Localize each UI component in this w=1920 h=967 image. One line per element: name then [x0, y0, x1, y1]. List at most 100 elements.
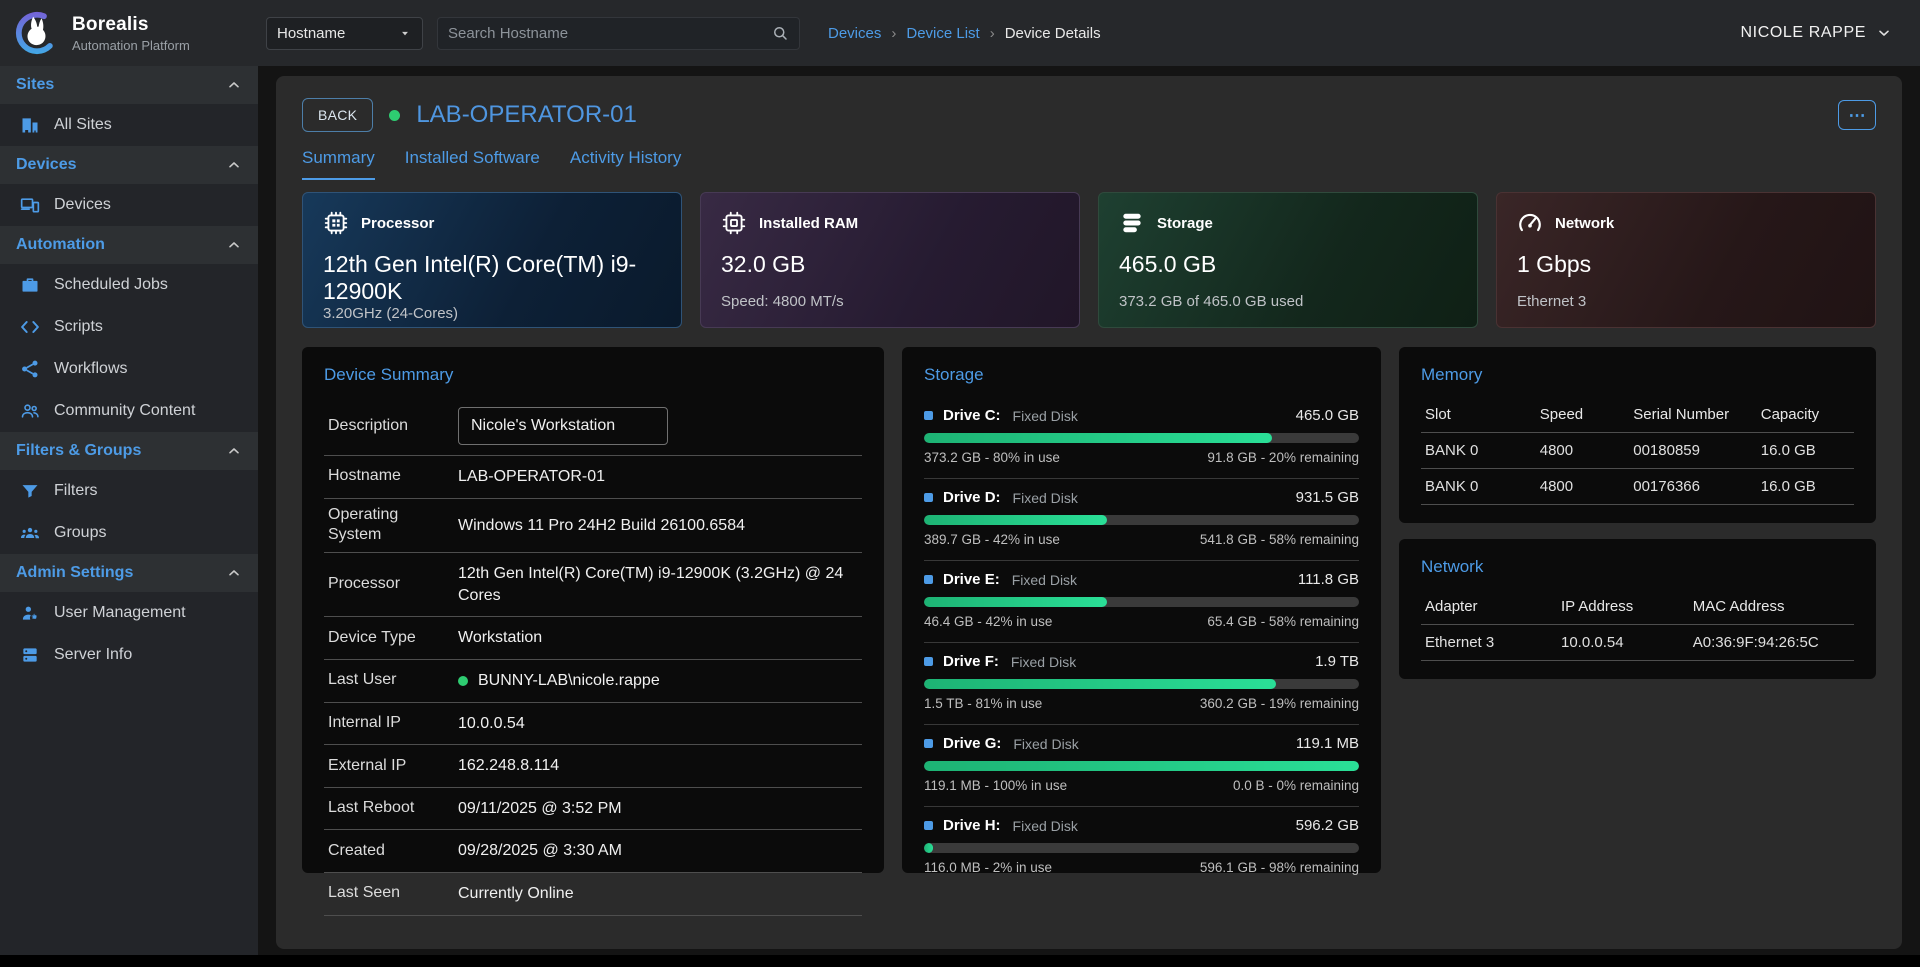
memory-header-speed: Speed	[1539, 406, 1584, 423]
people-icon	[20, 401, 40, 421]
drive-row-drive-c: Drive C: Fixed Disk 465.0 GB 373.2 GB - 80%…	[924, 397, 1359, 479]
chevron-down-icon	[1876, 25, 1892, 41]
device-tabs: Summary Installed Software Activity Histor…	[276, 148, 1902, 180]
tab-installed-software[interactable]: Installed Software	[404, 148, 540, 167]
sidebar-item-filters[interactable]: Filters	[0, 470, 258, 512]
stat-card-header: Network	[1517, 210, 1855, 236]
tab-activity-history[interactable]: Activity History	[569, 148, 682, 167]
drive-remaining-text: 65.4 GB - 58% remaining	[1207, 614, 1359, 629]
drive-usage-fill	[924, 515, 1107, 525]
stat-card-installed-ram: Installed RAM 32.0 GB Speed: 4800 MT/s	[700, 192, 1080, 328]
caret-down-icon	[398, 26, 412, 40]
stat-card-value: 1 Gbps	[1517, 251, 1592, 277]
user-menu[interactable]: NICOLE RAPPE	[1741, 24, 1892, 42]
drive-size: 596.2 GB	[1295, 817, 1359, 834]
device-details-card: BACK LAB-OPERATOR-01 ⋯ Summary Installed …	[276, 76, 1902, 949]
stat-card-label: Processor	[361, 214, 435, 232]
memory-panel: Memory Slot Speed Serial Number Capacity BAN…	[1399, 347, 1876, 523]
sidebar-item-label: All Sites	[54, 116, 112, 133]
summary-label: Created	[328, 841, 385, 859]
summary-label: Device Type	[328, 628, 416, 646]
device-summary-title: Device Summary	[324, 365, 454, 384]
sidebar-item-all-sites[interactable]: All Sites	[0, 104, 258, 146]
drive-subtext: 1.5 TB - 81% in use 360.2 GB - 19% remain…	[924, 696, 1359, 711]
memory-cell: BANK 0	[1425, 478, 1479, 495]
tab-summary[interactable]: Summary	[302, 148, 375, 180]
back-button[interactable]: BACK	[302, 98, 374, 132]
device-summary-panel: Device Summary Description Hostname LAB-OP…	[302, 347, 884, 916]
summary-row-last-reboot: Last Reboot 09/11/2025 @ 3:52 PM	[324, 788, 862, 831]
groups-icon	[20, 523, 40, 543]
sidebar-section-devices[interactable]: Devices	[0, 146, 258, 184]
sidebar-section-sites[interactable]: Sites	[0, 66, 258, 104]
search-input[interactable]	[448, 24, 771, 42]
sidebar-section-label: Automation	[16, 236, 105, 253]
network-row: Ethernet 3 10.0.0.54 A0:36:9F:94:26:5C	[1421, 625, 1854, 661]
network-cell: Ethernet 3	[1425, 634, 1495, 651]
content-background: BACK LAB-OPERATOR-01 ⋯ Summary Installed …	[258, 66, 1920, 955]
storage-panel-title: Storage	[924, 365, 984, 384]
drive-bullet-icon	[924, 411, 933, 420]
drive-bullet-icon	[924, 493, 933, 502]
sidebar-item-groups[interactable]: Groups	[0, 512, 258, 554]
memory-cell: 4800	[1539, 442, 1574, 459]
drive-name: Drive F:	[943, 653, 999, 670]
summary-label: Last Reboot	[328, 799, 415, 817]
summary-label: Operating System	[328, 505, 399, 544]
ram-icon	[721, 210, 747, 236]
summary-label: External IP	[328, 756, 407, 774]
network-panel-title: Network	[1421, 557, 1484, 576]
summary-value: Workstation	[458, 629, 543, 647]
sidebar-item-workflows[interactable]: Workflows	[0, 348, 258, 390]
summary-value: 09/28/2025 @ 3:30 AM	[458, 842, 622, 860]
breadcrumb-device-list[interactable]: Device List	[906, 24, 980, 42]
stat-card-label: Installed RAM	[759, 214, 859, 232]
stat-card-header: Processor	[323, 210, 661, 236]
breadcrumb-devices[interactable]: Devices	[828, 24, 882, 42]
summary-row-device-type: Device Type Workstation	[324, 617, 862, 660]
drive-size: 465.0 GB	[1295, 407, 1359, 424]
online-dot-icon	[458, 675, 468, 686]
sidebar-section-admin-settings[interactable]: Admin Settings	[0, 554, 258, 592]
memory-cell: 4800	[1539, 478, 1574, 495]
stat-card-subtext: 3.20GHz (24-Cores)	[323, 305, 459, 322]
sidebar-item-devices[interactable]: Devices	[0, 184, 258, 226]
server-icon	[20, 645, 40, 665]
stat-card-value: 32.0 GB	[721, 251, 806, 277]
sidebar-item-scheduled-jobs[interactable]: Scheduled Jobs	[0, 264, 258, 306]
sidebar-section-automation[interactable]: Automation	[0, 226, 258, 264]
devices-icon	[20, 195, 40, 215]
search-icon[interactable]	[771, 24, 789, 42]
drive-used-text: 116.0 MB - 2% in use	[924, 860, 1053, 875]
drive-header: Drive E: Fixed Disk 111.8 GB	[924, 571, 1359, 588]
briefcase-icon	[20, 275, 40, 295]
stat-card-storage: Storage 465.0 GB 373.2 GB of 465.0 GB used	[1098, 192, 1478, 328]
sidebar-item-user-management[interactable]: User Management	[0, 592, 258, 634]
drive-type: Fixed Disk	[1010, 653, 1077, 670]
summary-label: Last Seen	[328, 884, 401, 902]
summary-row-last-user: Last User BUNNY-LAB\nicole.rappe	[324, 660, 862, 703]
sidebar-item-scripts[interactable]: Scripts	[0, 306, 258, 348]
sidebar-item-server-info[interactable]: Server Info	[0, 634, 258, 676]
chevron-up-icon	[226, 443, 242, 459]
bottom-strip	[0, 955, 1920, 967]
sidebar-item-label: Filters	[54, 482, 98, 499]
hostname-filter-select[interactable]: Hostname	[266, 16, 423, 50]
drive-name: Drive D:	[943, 489, 1001, 506]
summary-row-processor: Processor 12th Gen Intel(R) Core(TM) i9-1…	[324, 553, 862, 618]
user-name: NICOLE RAPPE	[1740, 24, 1866, 41]
drive-usage-fill	[924, 597, 1107, 607]
stat-card-label: Storage	[1157, 214, 1213, 232]
summary-label: Internal IP	[328, 713, 401, 731]
stat-card-value: 465.0 GB	[1119, 251, 1217, 277]
drive-header: Drive D: Fixed Disk 931.5 GB	[924, 489, 1359, 506]
more-options-button[interactable]: ⋯	[1838, 100, 1876, 130]
drive-usage-fill	[924, 843, 933, 853]
sidebar-item-community-content[interactable]: Community Content	[0, 390, 258, 432]
drive-subtext: 119.1 MB - 100% in use 0.0 B - 0% remaini…	[924, 778, 1359, 793]
stat-card-header: Storage	[1119, 210, 1457, 236]
memory-cell: 00180859	[1633, 442, 1700, 459]
description-input[interactable]	[458, 407, 668, 445]
summary-row-internal-ip: Internal IP 10.0.0.54	[324, 703, 862, 746]
sidebar-section-filters-groups[interactable]: Filters & Groups	[0, 432, 258, 470]
